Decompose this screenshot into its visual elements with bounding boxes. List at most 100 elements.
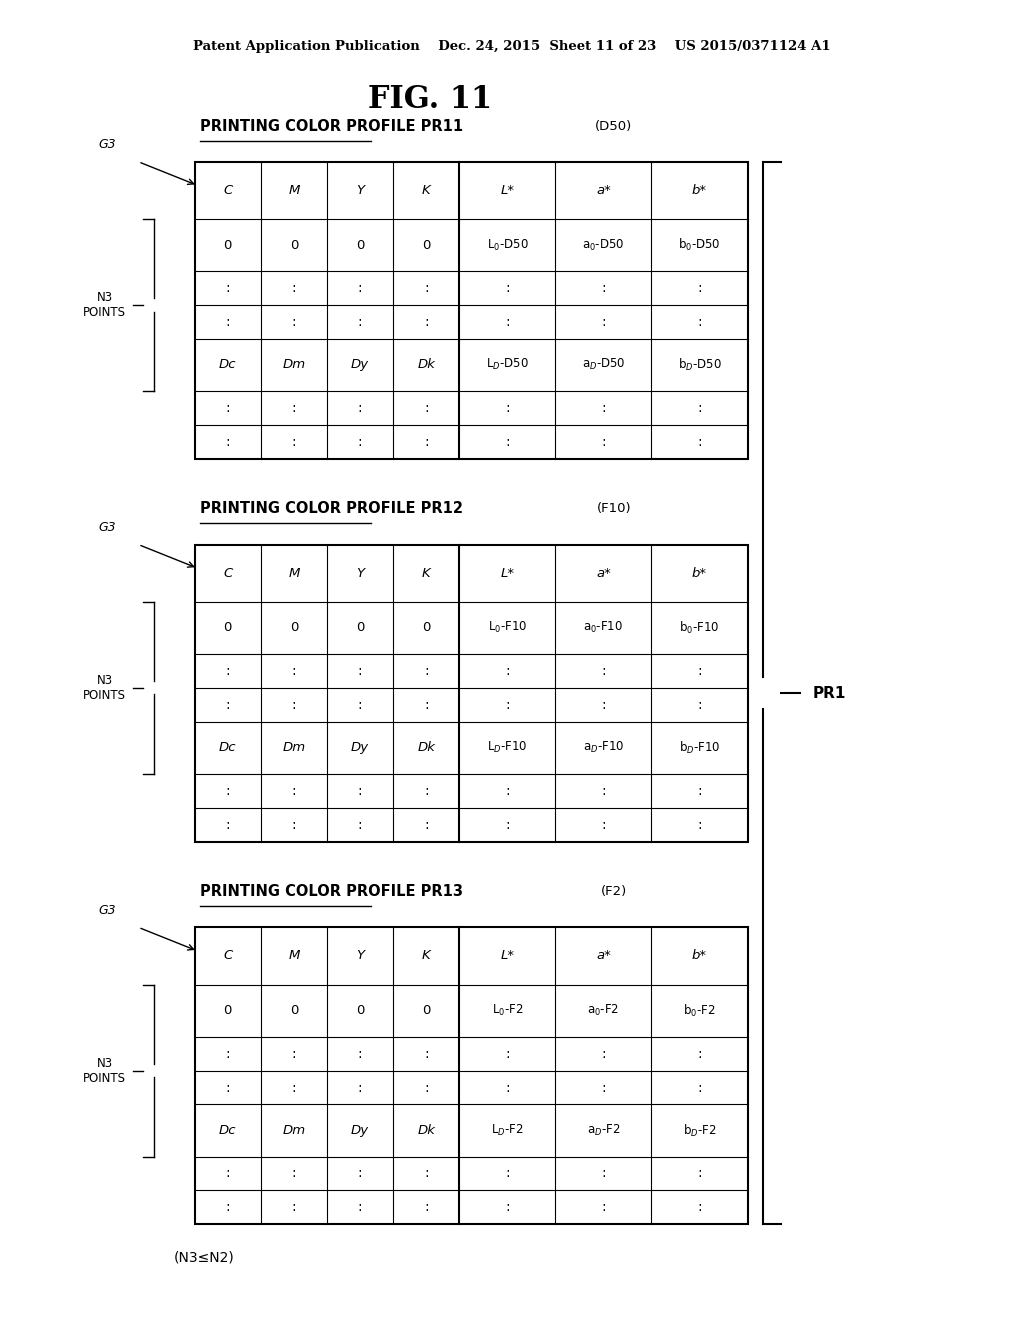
Text: a$_{D}$-F10: a$_{D}$-F10 (583, 741, 624, 755)
Text: L$_{D}$-F2: L$_{D}$-F2 (492, 1123, 524, 1138)
Text: L*: L* (501, 566, 514, 579)
Text: :: : (505, 1167, 510, 1180)
Text: C: C (223, 566, 232, 579)
Text: L$_{D}$-F10: L$_{D}$-F10 (487, 741, 527, 755)
Text: :: : (424, 817, 429, 832)
Text: Y: Y (356, 949, 365, 962)
Text: :: : (505, 315, 510, 329)
Text: :: : (424, 698, 429, 711)
Bar (195, 544, 748, 842)
Text: :: : (225, 1047, 230, 1061)
Text: N3
POINTS: N3 POINTS (83, 1056, 126, 1085)
Text: G3: G3 (98, 904, 117, 916)
Text: :: : (357, 1200, 362, 1214)
Text: :: : (225, 1200, 230, 1214)
Text: :: : (357, 1047, 362, 1061)
Text: L$_{0}$-F2: L$_{0}$-F2 (492, 1003, 523, 1018)
Text: :: : (225, 1167, 230, 1180)
Text: :: : (505, 401, 510, 414)
Text: :: : (697, 784, 701, 797)
Text: :: : (357, 817, 362, 832)
Text: :: : (601, 698, 606, 711)
Text: 0: 0 (223, 1005, 231, 1018)
Text: :: : (505, 281, 510, 296)
Text: :: : (601, 817, 606, 832)
Text: :: : (424, 1167, 429, 1180)
Text: a$_{0}$-F10: a$_{0}$-F10 (584, 620, 624, 635)
Text: :: : (601, 664, 606, 678)
Text: :: : (225, 315, 230, 329)
Text: a*: a* (596, 566, 611, 579)
Text: :: : (424, 281, 429, 296)
Text: :: : (292, 1200, 296, 1214)
Text: :: : (505, 434, 510, 449)
Text: Dm: Dm (283, 1125, 305, 1137)
Text: :: : (424, 1047, 429, 1061)
Text: K: K (422, 566, 431, 579)
Text: 0: 0 (356, 1005, 365, 1018)
Text: :: : (697, 315, 701, 329)
Text: 0: 0 (422, 239, 430, 252)
Text: L$_{0}$-F10: L$_{0}$-F10 (487, 620, 527, 635)
Text: :: : (697, 1167, 701, 1180)
Text: L$_{0}$-D50: L$_{0}$-D50 (486, 238, 528, 252)
Text: :: : (292, 664, 296, 678)
Text: :: : (292, 784, 296, 797)
Text: :: : (505, 698, 510, 711)
Text: :: : (601, 315, 606, 329)
Text: :: : (697, 1047, 701, 1061)
Text: M: M (288, 183, 300, 197)
Text: :: : (505, 784, 510, 797)
Text: Dm: Dm (283, 742, 305, 754)
Text: Dc: Dc (219, 359, 237, 371)
Text: :: : (697, 1081, 701, 1094)
Text: Dk: Dk (418, 1125, 435, 1137)
Text: :: : (357, 315, 362, 329)
Text: :: : (697, 1200, 701, 1214)
Text: :: : (292, 401, 296, 414)
Text: b$_{D}$-D50: b$_{D}$-D50 (678, 356, 721, 374)
Text: :: : (424, 315, 429, 329)
Text: C: C (223, 949, 232, 962)
Text: Dy: Dy (351, 359, 370, 371)
Text: b$_{0}$-D50: b$_{0}$-D50 (678, 238, 721, 253)
Text: b$_{0}$-F2: b$_{0}$-F2 (683, 1003, 716, 1019)
Text: :: : (225, 1081, 230, 1094)
Text: :: : (601, 401, 606, 414)
Text: a$_{D}$-F2: a$_{D}$-F2 (587, 1123, 621, 1138)
Text: G3: G3 (98, 521, 117, 533)
Text: :: : (292, 315, 296, 329)
Text: :: : (292, 817, 296, 832)
Text: PRINTING COLOR PROFILE PR11: PRINTING COLOR PROFILE PR11 (200, 119, 463, 133)
Text: :: : (505, 664, 510, 678)
Text: L$_{D}$-D50: L$_{D}$-D50 (486, 358, 528, 372)
Text: Dy: Dy (351, 1125, 370, 1137)
Text: :: : (697, 698, 701, 711)
Text: Patent Application Publication    Dec. 24, 2015  Sheet 11 of 23    US 2015/03711: Patent Application Publication Dec. 24, … (194, 40, 830, 53)
Text: 0: 0 (223, 622, 231, 635)
Text: Dm: Dm (283, 359, 305, 371)
Text: b*: b* (692, 949, 707, 962)
Text: :: : (292, 1167, 296, 1180)
Text: C: C (223, 183, 232, 197)
Text: 0: 0 (290, 1005, 298, 1018)
Text: G3: G3 (98, 139, 117, 150)
Text: Dk: Dk (418, 742, 435, 754)
Bar (195, 162, 748, 459)
Text: :: : (357, 664, 362, 678)
Text: :: : (225, 401, 230, 414)
Text: L*: L* (501, 949, 514, 962)
Text: PRINTING COLOR PROFILE PR12: PRINTING COLOR PROFILE PR12 (200, 502, 463, 516)
Text: Dc: Dc (219, 742, 237, 754)
Text: :: : (601, 1081, 606, 1094)
Text: (N3≤N2): (N3≤N2) (174, 1250, 234, 1265)
Text: :: : (357, 698, 362, 711)
Text: PRINTING COLOR PROFILE PR13: PRINTING COLOR PROFILE PR13 (200, 884, 463, 899)
Text: a$_{0}$-F2: a$_{0}$-F2 (588, 1003, 620, 1018)
Text: (F2): (F2) (601, 886, 627, 898)
Text: b$_{D}$-F2: b$_{D}$-F2 (683, 1122, 717, 1139)
Text: :: : (292, 1047, 296, 1061)
Text: :: : (292, 1081, 296, 1094)
Text: :: : (424, 1200, 429, 1214)
Text: M: M (288, 949, 300, 962)
